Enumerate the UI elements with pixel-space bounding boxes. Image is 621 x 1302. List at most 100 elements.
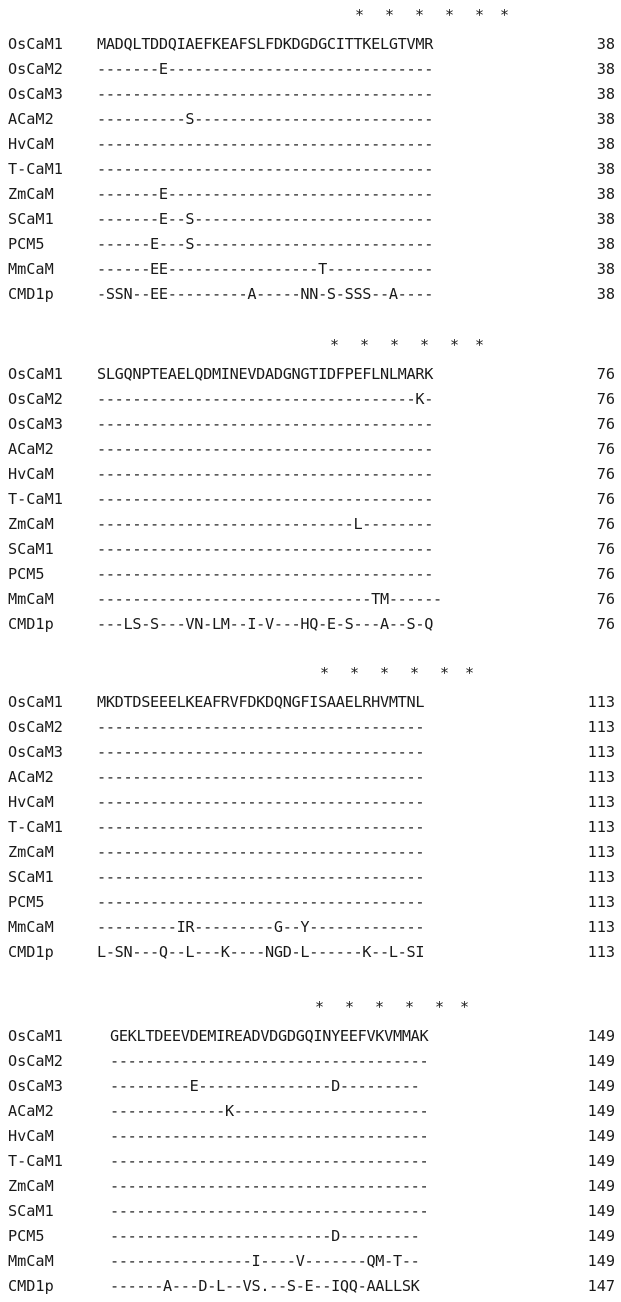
conservation-stars: * * * * * * <box>0 664 621 682</box>
residue-end-position: 38 <box>596 135 615 153</box>
sequence-residues: -----------------------------L-------- <box>97 515 434 533</box>
sequence-name: CMD1p <box>8 943 54 961</box>
alignment-row: OsCaM1 MADQLTDDQIAEFKEAFSLFDKDGDGCITTKELG… <box>0 32 621 57</box>
residue-end-position: 76 <box>596 590 615 608</box>
alignment-row: MmCaM -------------------------------TM--… <box>0 587 621 612</box>
conserved-position-star: * <box>345 998 355 1016</box>
residue-end-position: 113 <box>587 843 615 861</box>
alignment-row: MmCaM ---------IR---------G--Y-----------… <box>0 915 621 940</box>
sequence-name: OsCaM1 <box>8 365 63 383</box>
residue-end-position: 113 <box>587 893 615 911</box>
alignment-row: CMD1p ---LS-S---VN-LM--I-V---HQ-E-S---A--… <box>0 612 621 637</box>
residue-end-position: 149 <box>587 1052 615 1070</box>
conservation-stars: * * * * * * <box>0 336 621 354</box>
sequence-name: HvCaM <box>8 135 54 153</box>
sequence-name: ZmCaM <box>8 1177 54 1195</box>
conserved-position-star: * <box>360 336 370 354</box>
alignment-row: OsCaM3 ----------------------------------… <box>0 412 621 437</box>
alignment-row: HvCaM -----------------------------------… <box>0 1124 621 1149</box>
sequence-residues: L-SN---Q--L---K----NGD-L------K--L-SI <box>97 943 425 961</box>
conserved-position-star: * <box>475 336 485 354</box>
sequence-residues: MKDTDSEEELKEAFRVFDKDQNGFISAAELRHVMTNL <box>97 693 425 711</box>
sequence-name: SCaM1 <box>8 868 54 886</box>
sequence-name: MmCaM <box>8 590 54 608</box>
alignment-row: PCM5 ------E---S-------------------------… <box>0 232 621 257</box>
residue-end-position: 38 <box>596 85 615 103</box>
sequence-residues: -------------------------------------- <box>97 85 434 103</box>
residue-end-position: 149 <box>587 1027 615 1045</box>
residue-end-position: 76 <box>596 465 615 483</box>
alignment-rows: OsCaM1 MADQLTDDQIAEFKEAFSLFDKDGDGCITTKELG… <box>0 32 621 307</box>
residue-end-position: 38 <box>596 185 615 203</box>
alignment-row: HvCaM -----------------------------------… <box>0 462 621 487</box>
residue-end-position: 76 <box>596 515 615 533</box>
residue-end-position: 113 <box>587 868 615 886</box>
sequence-residues: -------------------------D--------- <box>110 1227 420 1245</box>
sequence-residues: -------------------------------------- <box>97 490 434 508</box>
residue-end-position: 38 <box>596 285 615 303</box>
residue-end-position: 113 <box>587 768 615 786</box>
residue-end-position: 113 <box>587 743 615 761</box>
sequence-residues: -------------------------------TM------ <box>97 590 442 608</box>
alignment-row: MmCaM ----------------I----V-------QM-T--… <box>0 1249 621 1274</box>
sequence-residues: ------------------------------------ <box>110 1202 429 1220</box>
sequence-residues: -------E------------------------------ <box>97 185 434 203</box>
residue-end-position: 76 <box>596 390 615 408</box>
sequence-residues: ---------IR---------G--Y------------- <box>97 918 425 936</box>
alignment-row: OsCaM1 SLGQNPTEAELQDMINEVDADGNGTIDFPEFLNL… <box>0 362 621 387</box>
alignment-row: OsCaM3 ---------E---------------D--------… <box>0 1074 621 1099</box>
sequence-name: T-CaM1 <box>8 818 63 836</box>
alignment-row: ZmCaM -----------------------------------… <box>0 1174 621 1199</box>
sequence-name: SCaM1 <box>8 1202 54 1220</box>
residue-end-position: 113 <box>587 818 615 836</box>
residue-end-position: 38 <box>596 35 615 53</box>
conserved-position-star: * <box>415 6 425 24</box>
residue-end-position: 149 <box>587 1252 615 1270</box>
alignment-row: OsCaM2 ----------------------------------… <box>0 1049 621 1074</box>
residue-end-position: 76 <box>596 440 615 458</box>
sequence-residues: -------------------------------------- <box>97 565 434 583</box>
residue-end-position: 76 <box>596 565 615 583</box>
conserved-position-star: * <box>410 664 420 682</box>
alignment-rows: OsCaM1 SLGQNPTEAELQDMINEVDADGNGTIDFPEFLNL… <box>0 362 621 637</box>
alignment-row: ACaM2 -----------------------------------… <box>0 765 621 790</box>
sequence-residues: GEKLTDEEVDEMIREADVDGDGQINYEEFVKVMMAK <box>110 1027 429 1045</box>
sequence-residues: ----------------I----V-------QM-T-- <box>110 1252 420 1270</box>
alignment-row: OsCaM3 ----------------------------------… <box>0 740 621 765</box>
sequence-name: PCM5 <box>8 565 45 583</box>
alignment-row: SCaM1 -------E--S------------------------… <box>0 207 621 232</box>
residue-end-position: 76 <box>596 365 615 383</box>
conserved-position-star: * <box>320 664 330 682</box>
sequence-name: OsCaM2 <box>8 1052 63 1070</box>
residue-end-position: 149 <box>587 1127 615 1145</box>
sequence-name: T-CaM1 <box>8 490 63 508</box>
alignment-row: ACaM2 -------------K---------------------… <box>0 1099 621 1124</box>
sequence-residues: -------------K---------------------- <box>110 1102 429 1120</box>
conserved-position-star: * <box>380 664 390 682</box>
residue-end-position: 149 <box>587 1102 615 1120</box>
sequence-residues: ---LS-S---VN-LM--I-V---HQ-E-S---A--S-Q <box>97 615 434 633</box>
residue-end-position: 38 <box>596 210 615 228</box>
alignment-row: T-CaM1 ----------------------------------… <box>0 815 621 840</box>
residue-end-position: 113 <box>587 793 615 811</box>
conserved-position-star: * <box>435 998 445 1016</box>
sequence-name: T-CaM1 <box>8 160 63 178</box>
alignment-row: T-CaM1 ----------------------------------… <box>0 157 621 182</box>
residue-end-position: 113 <box>587 693 615 711</box>
sequence-residues: -------E------------------------------ <box>97 60 434 78</box>
sequence-residues: ------A---D-L--VS.--S-E--IQQ-AALLSK <box>110 1277 420 1295</box>
sequence-residues: ------------------------------------- <box>97 893 425 911</box>
sequence-residues: ------EE-----------------T------------ <box>97 260 434 278</box>
residue-end-position: 149 <box>587 1202 615 1220</box>
alignment-row: T-CaM1 ----------------------------------… <box>0 1149 621 1174</box>
sequence-name: PCM5 <box>8 1227 45 1245</box>
alignment-row: OsCaM2 -------E--------------------------… <box>0 57 621 82</box>
residue-end-position: 38 <box>596 110 615 128</box>
sequence-residues: -------------------------------------- <box>97 415 434 433</box>
residue-end-position: 149 <box>587 1227 615 1245</box>
residue-end-position: 38 <box>596 235 615 253</box>
sequence-name: OsCaM1 <box>8 693 63 711</box>
conserved-position-star: * <box>440 664 450 682</box>
residue-end-position: 76 <box>596 490 615 508</box>
sequence-residues: -------------------------------------- <box>97 440 434 458</box>
